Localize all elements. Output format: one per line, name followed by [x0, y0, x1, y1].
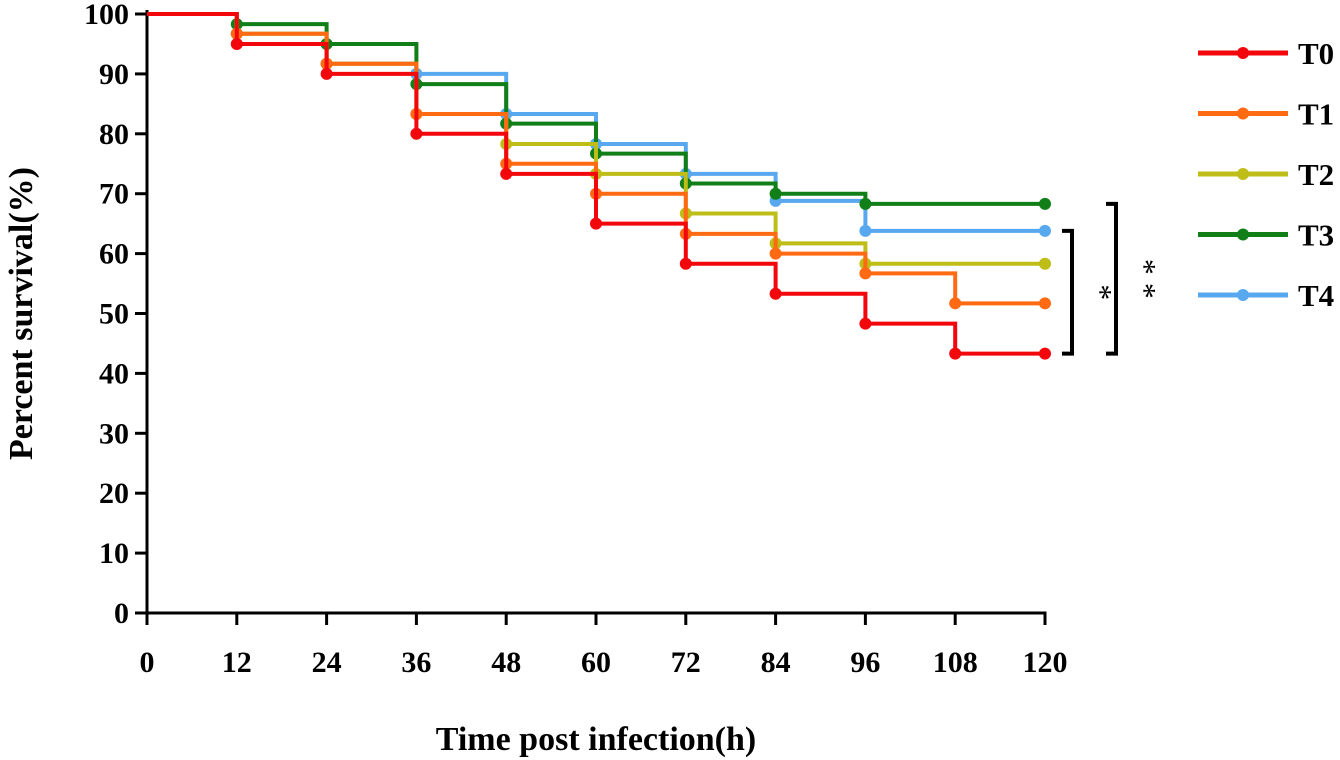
- y-axis-title: Percent survival(%): [3, 167, 40, 460]
- y-tick-label-50: 50: [99, 298, 129, 331]
- point-T4-96: [859, 224, 872, 237]
- x-tick-label-12: 12: [222, 646, 252, 679]
- point-T1-108: [949, 297, 962, 310]
- x-tick-label-72: 72: [671, 646, 701, 679]
- point-T0-48: [500, 167, 513, 180]
- survival-line-T0: [147, 12, 1045, 356]
- legend-item-T3: T3: [1198, 218, 1334, 253]
- x-tick-label-36: 36: [401, 646, 431, 679]
- legend-marker-T1: [1237, 107, 1249, 120]
- legend-label-T3: T3: [1298, 218, 1334, 253]
- point-T3-120: [1039, 197, 1051, 210]
- y-tick-label-70: 70: [99, 178, 129, 211]
- x-tick-label-24: 24: [312, 646, 342, 679]
- y-tick-label-90: 90: [99, 58, 129, 91]
- legend-item-T4: T4: [1198, 278, 1334, 313]
- point-T1-84: [769, 247, 782, 260]
- point-T0-12: [230, 37, 243, 50]
- point-T0-24: [320, 67, 333, 80]
- significance-bracket-1: *: [1062, 228, 1119, 356]
- y-tick-label-60: 60: [99, 238, 129, 271]
- legend-label-T0: T0: [1298, 36, 1334, 71]
- legend-marker-T2: [1237, 168, 1249, 180]
- series-layer: [147, 12, 1051, 360]
- point-T2-120: [1039, 257, 1051, 270]
- x-tick-label-60: 60: [581, 646, 611, 679]
- series-T3: [147, 12, 1051, 210]
- legend-item-T0: T0: [1198, 36, 1334, 71]
- legend-label-T1: T1: [1298, 97, 1334, 132]
- legend-marker-T3: [1237, 228, 1249, 241]
- y-tick-label-10: 10: [99, 537, 129, 570]
- legend-label-T4: T4: [1298, 278, 1334, 313]
- y-tick-label-30: 30: [99, 417, 129, 450]
- point-T0-96: [859, 317, 872, 330]
- y-tick-label-20: 20: [99, 477, 129, 510]
- x-tick-label-84: 84: [761, 646, 791, 679]
- legend-label-T2: T2: [1298, 157, 1334, 192]
- point-T0-84: [769, 287, 782, 300]
- bracket-line-2: [1106, 201, 1118, 356]
- x-tick-label-96: 96: [850, 646, 880, 679]
- point-T4-120: [1039, 224, 1051, 237]
- point-T0-72: [679, 257, 692, 270]
- x-tick-label-108: 108: [933, 646, 978, 679]
- significance-label-1: *: [1083, 284, 1119, 300]
- point-T1-96: [859, 267, 872, 280]
- bracket-line-1: [1062, 228, 1074, 356]
- significance-bracket-2: * *: [1106, 201, 1163, 356]
- legend: T0 T1 T2 T3 T4: [1198, 36, 1334, 313]
- legend-marker-T0: [1237, 47, 1249, 59]
- y-tick-label-100: 100: [84, 0, 129, 31]
- axes-layer: 0 10 20 30 40 50 60 70 80 90 100 0 12 24 36 48 60 72 84 96 1…: [3, 0, 1068, 758]
- x-tick-label-48: 48: [491, 646, 521, 679]
- x-axis-title: Time post infection(h): [436, 721, 756, 758]
- point-T0-108: [949, 347, 962, 360]
- survival-line-T3: [147, 12, 1045, 206]
- legend-item-T1: T1: [1198, 97, 1334, 132]
- legend-marker-T4: [1237, 289, 1249, 301]
- legend-item-T2: T2: [1198, 157, 1334, 192]
- x-tick-label-0: 0: [140, 646, 155, 679]
- y-tick-label-80: 80: [99, 118, 129, 151]
- point-T3-96: [859, 197, 872, 210]
- point-T3-84: [769, 187, 782, 200]
- point-T0-36: [410, 127, 423, 140]
- y-tick-label-40: 40: [99, 357, 129, 390]
- series-T0: [147, 12, 1051, 360]
- y-tick-label-0: 0: [114, 597, 129, 630]
- point-T0-120: [1039, 347, 1051, 360]
- point-T1-120: [1039, 297, 1051, 310]
- point-T0-60: [590, 217, 602, 230]
- significance-brackets: * * *: [1062, 201, 1163, 356]
- significance-label-2: * *: [1127, 259, 1163, 299]
- x-tick-label-120: 120: [1023, 646, 1068, 679]
